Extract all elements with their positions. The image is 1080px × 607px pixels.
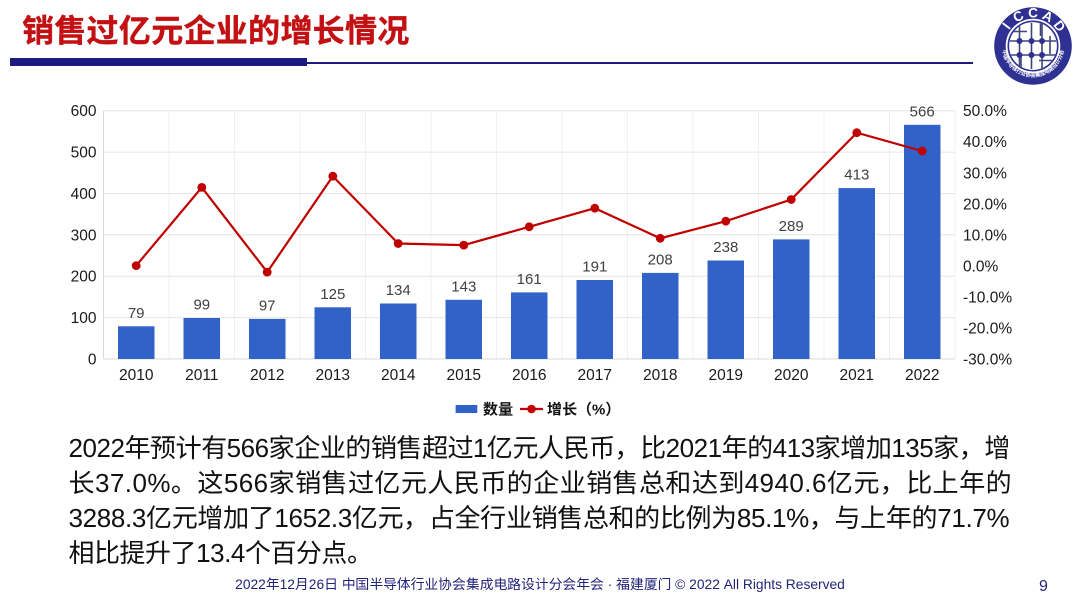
- svg-text:99: 99: [193, 297, 210, 314]
- svg-text:增长（%）: 增长（%）: [547, 399, 620, 420]
- svg-text:400: 400: [71, 186, 97, 203]
- svg-text:30.0%: 30.0%: [963, 165, 1007, 182]
- svg-text:C: C: [1028, 6, 1038, 20]
- svg-text:161: 161: [517, 271, 542, 288]
- svg-text:134: 134: [386, 282, 411, 299]
- svg-text:2015: 2015: [447, 367, 481, 384]
- svg-text:100: 100: [71, 310, 97, 327]
- svg-text:79: 79: [128, 305, 145, 322]
- svg-text:208: 208: [648, 251, 673, 268]
- svg-text:数量: 数量: [482, 399, 513, 420]
- svg-text:-30.0%: -30.0%: [963, 352, 1012, 369]
- svg-text:2020: 2020: [774, 367, 809, 384]
- svg-text:2011: 2011: [185, 367, 218, 384]
- svg-text:2019: 2019: [709, 367, 743, 384]
- svg-text:125: 125: [320, 286, 345, 303]
- svg-text:2013: 2013: [316, 367, 350, 384]
- svg-text:2017: 2017: [578, 367, 612, 384]
- svg-text:2021: 2021: [840, 367, 874, 384]
- svg-text:40.0%: 40.0%: [963, 134, 1007, 151]
- svg-text:2018: 2018: [643, 367, 677, 384]
- svg-text:20.0%: 20.0%: [963, 196, 1007, 213]
- svg-text:2014: 2014: [381, 367, 416, 384]
- svg-text:500: 500: [71, 145, 97, 162]
- svg-text:2016: 2016: [512, 367, 546, 384]
- svg-text:200: 200: [71, 269, 97, 286]
- svg-text:2012: 2012: [250, 367, 284, 384]
- svg-text:191: 191: [582, 259, 607, 276]
- svg-text:300: 300: [71, 227, 97, 244]
- svg-text:238: 238: [713, 239, 738, 256]
- svg-text:289: 289: [779, 218, 804, 235]
- svg-text:-10.0%: -10.0%: [963, 289, 1012, 306]
- svg-text:2022: 2022: [905, 367, 939, 384]
- svg-text:0: 0: [88, 352, 97, 369]
- svg-text:413: 413: [844, 167, 869, 184]
- svg-text:50.0%: 50.0%: [963, 103, 1007, 120]
- svg-text:10.0%: 10.0%: [963, 227, 1007, 244]
- svg-text:566: 566: [910, 103, 935, 120]
- svg-text:600: 600: [71, 103, 97, 120]
- svg-text:0.0%: 0.0%: [963, 258, 999, 275]
- svg-text:2010: 2010: [119, 367, 154, 384]
- svg-text:97: 97: [259, 297, 276, 314]
- svg-text:-20.0%: -20.0%: [963, 321, 1012, 338]
- svg-text:143: 143: [451, 278, 476, 295]
